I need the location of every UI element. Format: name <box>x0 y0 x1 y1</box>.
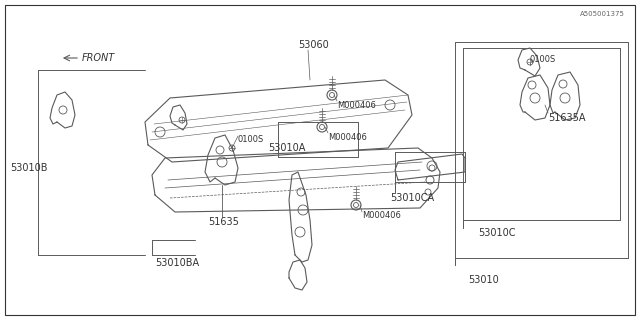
Text: FRONT: FRONT <box>82 53 115 63</box>
Text: 53010CA: 53010CA <box>390 193 434 203</box>
Text: 53010A: 53010A <box>268 143 305 153</box>
Text: 0100S: 0100S <box>530 55 556 65</box>
Text: 51635A: 51635A <box>548 113 586 123</box>
Text: 53060: 53060 <box>298 40 329 50</box>
Text: 53010B: 53010B <box>10 163 47 173</box>
Text: M000406: M000406 <box>362 211 401 220</box>
Text: 53010C: 53010C <box>478 228 515 238</box>
Text: 53010BA: 53010BA <box>155 258 199 268</box>
Text: A505001375: A505001375 <box>580 11 625 17</box>
Text: M000406: M000406 <box>337 100 376 109</box>
Text: 51635: 51635 <box>208 217 239 227</box>
Text: 53010: 53010 <box>468 275 499 285</box>
Text: 0100S: 0100S <box>238 135 264 145</box>
Text: M000406: M000406 <box>328 132 367 141</box>
